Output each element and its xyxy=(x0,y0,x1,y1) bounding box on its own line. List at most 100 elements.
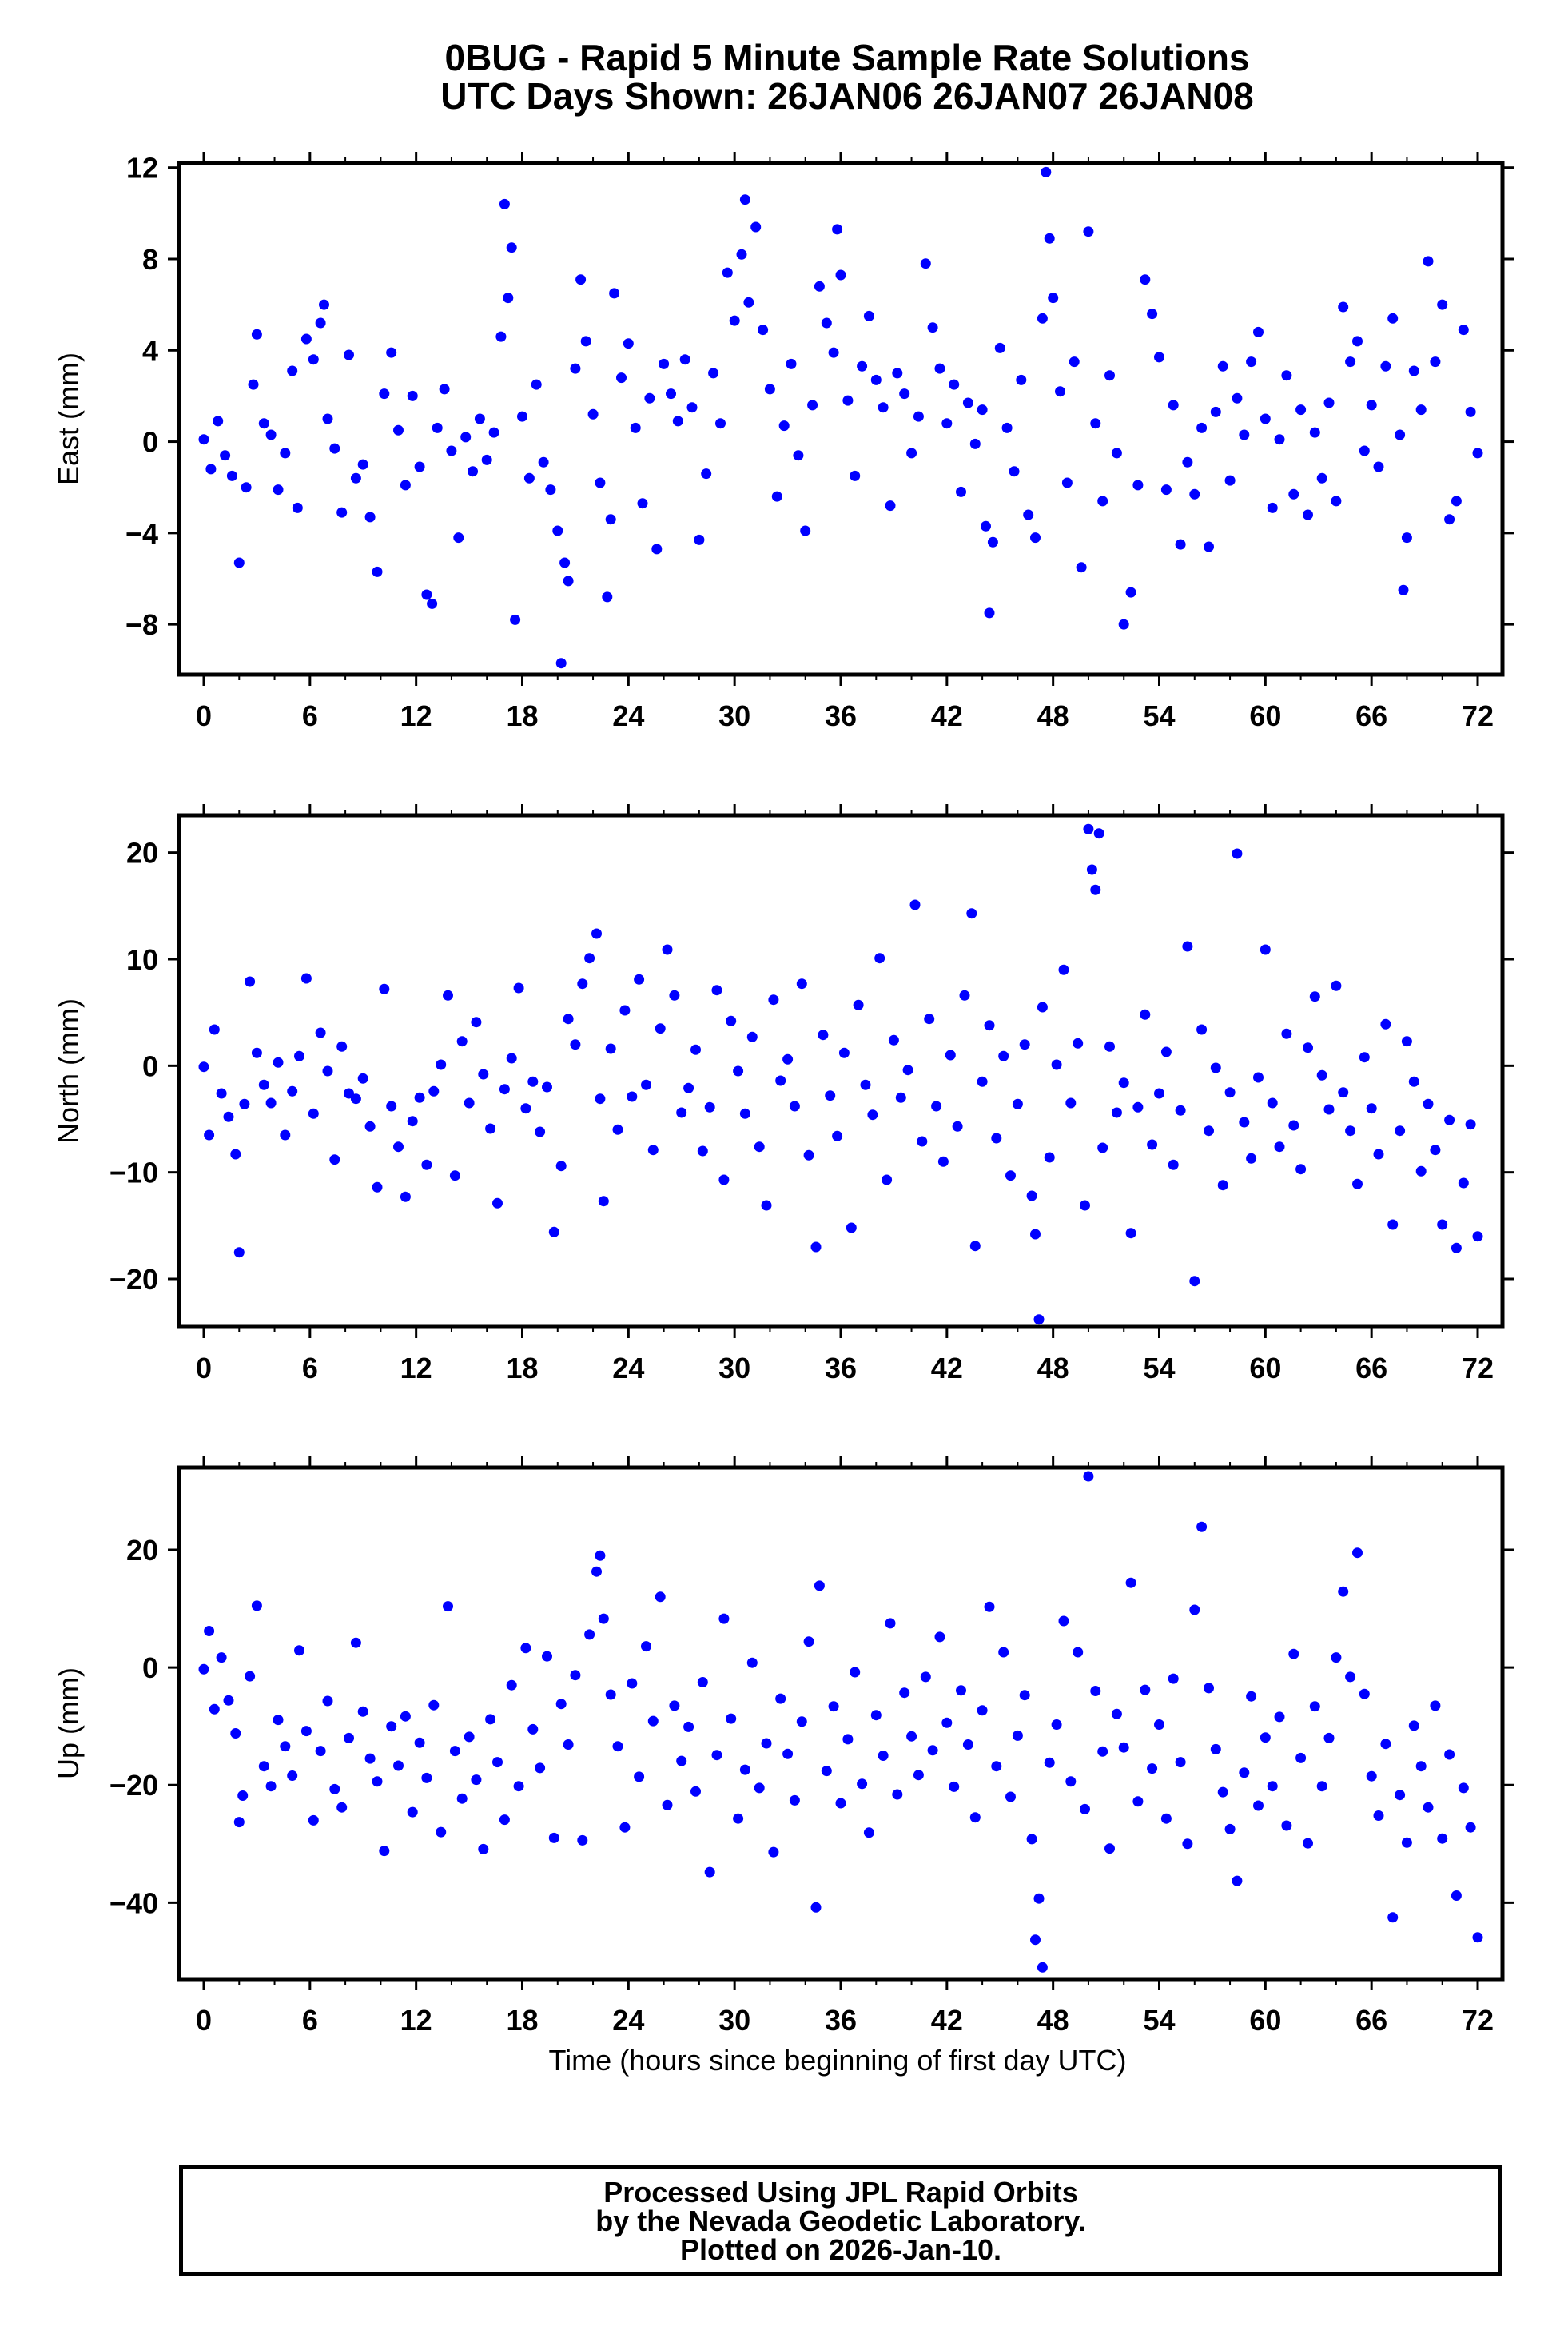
north-data-point xyxy=(265,1097,277,1109)
east-data-point xyxy=(575,274,587,285)
north-data-point xyxy=(239,1098,250,1109)
north-data-point xyxy=(867,1109,878,1121)
up-data-point xyxy=(863,1827,874,1838)
up-data-point xyxy=(251,1600,262,1611)
north-data-point xyxy=(641,1079,651,1090)
up-data-point xyxy=(605,1689,616,1700)
up-data-point xyxy=(456,1793,468,1804)
up-data-point xyxy=(315,1746,326,1757)
east-data-point xyxy=(984,607,995,619)
up-data-point xyxy=(669,1700,680,1711)
up-data-point xyxy=(775,1693,786,1704)
up-data-point xyxy=(842,1734,854,1745)
north-data-point xyxy=(584,953,595,964)
east-data-point xyxy=(1044,233,1055,244)
north-data-point xyxy=(1125,1228,1136,1239)
east-data-point xyxy=(414,461,425,472)
east-data-point xyxy=(506,242,517,253)
up-x-tick-label: 24 xyxy=(612,2004,644,2037)
north-data-point xyxy=(485,1123,496,1134)
up-data-point xyxy=(662,1799,673,1810)
north-data-point xyxy=(1086,864,1097,875)
up-data-point xyxy=(204,1626,215,1636)
up-data-point xyxy=(577,1834,588,1846)
east-data-point xyxy=(913,411,924,422)
east-data-point xyxy=(786,358,797,369)
east-x-tick-label: 42 xyxy=(931,699,963,732)
north-data-point xyxy=(746,1031,758,1042)
up-data-point xyxy=(768,1846,779,1858)
east-data-point xyxy=(258,418,269,429)
east-data-point xyxy=(1041,166,1052,177)
up-data-point xyxy=(1281,1820,1292,1831)
up-data-point xyxy=(1359,1688,1370,1699)
east-data-point xyxy=(736,249,747,260)
north-data-point xyxy=(931,1101,942,1112)
up-data-point xyxy=(1303,1838,1313,1849)
up-data-point xyxy=(1437,1833,1448,1844)
north-data-point xyxy=(1111,1107,1122,1118)
up-data-point xyxy=(892,1789,903,1800)
east-data-point xyxy=(616,372,627,384)
north-data-point xyxy=(1012,1098,1023,1109)
north-data-point xyxy=(364,1121,376,1132)
north-data-point xyxy=(379,983,390,994)
up-data-point xyxy=(265,1781,277,1792)
north-data-point xyxy=(838,1047,850,1058)
east-data-point xyxy=(715,418,726,429)
east-data-point xyxy=(468,466,478,477)
east-data-point xyxy=(1380,360,1391,372)
north-data-point xyxy=(977,1076,988,1087)
north-data-point xyxy=(1323,1104,1335,1115)
up-data-point xyxy=(436,1826,447,1838)
up-data-point xyxy=(428,1699,440,1711)
east-data-point xyxy=(555,658,567,669)
north-data-point xyxy=(407,1116,418,1127)
east-data-point xyxy=(248,379,259,390)
north-data-point xyxy=(506,1053,517,1064)
up-data-point xyxy=(506,1679,517,1691)
east-data-point xyxy=(292,502,303,513)
east-data-point xyxy=(1408,365,1419,376)
north-data-point xyxy=(796,978,807,990)
east-data-point xyxy=(602,591,613,603)
north-data-point xyxy=(1189,1276,1200,1287)
east-data-point xyxy=(800,525,811,536)
north-data-point xyxy=(230,1149,241,1160)
up-data-point xyxy=(789,1794,800,1806)
north-data-point xyxy=(336,1041,348,1052)
north-data-point xyxy=(258,1079,269,1090)
north-data-point xyxy=(998,1050,1009,1061)
up-data-point xyxy=(913,1770,924,1781)
east-y-tick-label: 12 xyxy=(126,152,158,185)
east-data-point xyxy=(623,338,634,349)
up-data-point xyxy=(803,1636,814,1647)
up-data-point xyxy=(1104,1843,1115,1854)
north-data-point xyxy=(456,1036,468,1047)
up-data-point xyxy=(1140,1684,1151,1695)
east-data-point xyxy=(427,598,438,609)
north-data-point xyxy=(449,1170,460,1181)
north-data-point xyxy=(846,1222,857,1233)
up-data-point xyxy=(906,1731,917,1742)
east-data-point xyxy=(1048,293,1059,304)
north-data-point xyxy=(563,1014,574,1025)
east-data-point xyxy=(273,484,284,496)
north-data-point xyxy=(1196,1024,1208,1035)
north-data-point xyxy=(1401,1036,1412,1047)
up-data-point xyxy=(641,1641,651,1652)
east-data-point xyxy=(287,365,298,376)
north-data-point xyxy=(595,1093,606,1105)
east-data-point xyxy=(453,532,464,544)
north-data-point xyxy=(492,1197,503,1209)
up-data-point xyxy=(1083,1471,1094,1482)
north-data-point xyxy=(1465,1119,1476,1130)
up-data-point xyxy=(1026,1834,1037,1845)
east-data-point xyxy=(587,408,599,420)
footer-line-3: Plotted on 2026-Jan-10. xyxy=(679,2233,1002,2266)
up-data-point xyxy=(634,1771,645,1782)
east-data-point xyxy=(630,422,641,433)
east-frame xyxy=(177,161,1505,677)
north-data-point xyxy=(627,1091,638,1102)
